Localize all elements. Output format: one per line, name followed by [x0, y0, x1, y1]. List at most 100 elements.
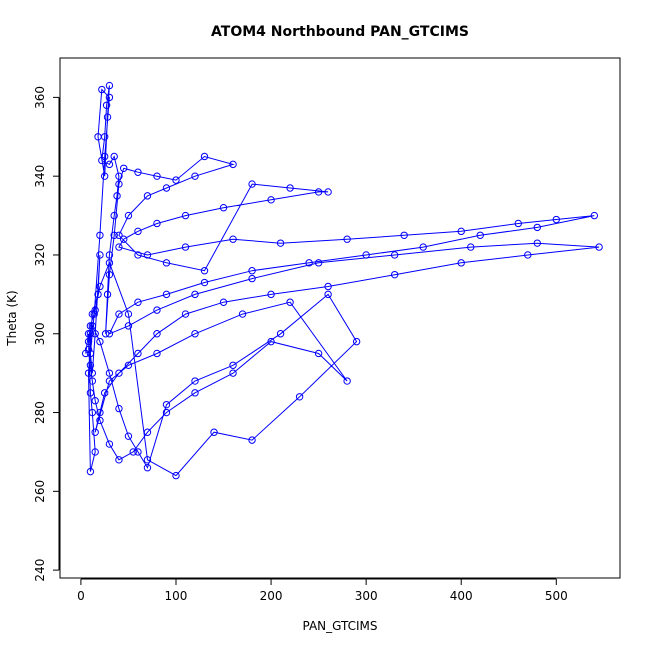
data-point: [314, 349, 323, 358]
data-point: [86, 361, 95, 369]
y-tick-label: 320: [33, 244, 47, 267]
y-tick-label: 240: [33, 559, 47, 582]
data-point: [96, 408, 104, 417]
data-point: [324, 282, 332, 291]
x-tick-label: 0: [77, 589, 85, 603]
data-point: [98, 156, 106, 165]
data-point: [162, 408, 171, 417]
data-point: [143, 428, 152, 436]
data-point: [362, 251, 370, 259]
data-point: [110, 211, 118, 220]
x-tick-label: 100: [165, 589, 188, 603]
data-point: [91, 306, 99, 314]
data-point: [229, 160, 237, 169]
data-point: [113, 192, 121, 200]
data-point: [88, 369, 97, 377]
data-point: [172, 176, 180, 184]
y-tick-label: 300: [33, 322, 47, 345]
data-point: [248, 436, 256, 444]
data-point: [181, 243, 190, 251]
data-point: [103, 113, 112, 121]
data-point: [134, 448, 142, 456]
data-point: [102, 101, 111, 109]
chart-title: ATOM4 Northbound PAN_GTCIMS: [211, 24, 469, 40]
y-tick-label: 340: [33, 165, 47, 188]
data-point: [153, 172, 161, 180]
data-point: [86, 349, 95, 358]
data-point: [120, 235, 128, 243]
x-tick-label: 500: [545, 589, 568, 603]
data-point: [153, 219, 161, 228]
data-point: [134, 227, 142, 236]
data-point: [115, 310, 123, 318]
data-point: [124, 432, 133, 440]
data-point: [390, 270, 399, 279]
data-point: [314, 259, 323, 267]
data-point: [115, 231, 123, 239]
data-point: [96, 251, 104, 259]
data-point: [124, 361, 133, 369]
data-point: [105, 93, 114, 102]
data-point: [115, 369, 123, 377]
x-axis-label: PAN_GTCIMS: [302, 619, 377, 633]
data-point: [153, 306, 161, 314]
data-point: [305, 259, 313, 267]
data-point: [276, 330, 285, 338]
data-point: [88, 322, 97, 330]
data-point: [84, 369, 93, 377]
x-tick-label: 300: [355, 589, 378, 603]
data-point: [595, 243, 603, 251]
data-point: [191, 172, 199, 180]
data-point: [105, 270, 114, 279]
data-point: [248, 267, 256, 275]
data-point: [120, 164, 128, 173]
data-point: [267, 290, 275, 299]
y-tick-label: 260: [33, 480, 47, 503]
data-point: [91, 330, 99, 338]
data-point: [324, 188, 332, 196]
data-point: [110, 231, 118, 239]
data-point: [134, 349, 142, 358]
data-point: [105, 259, 114, 267]
data-point: [110, 152, 118, 161]
data-point: [343, 377, 351, 385]
data-point: [390, 251, 399, 259]
data-point: [352, 337, 361, 346]
data-point: [191, 330, 199, 338]
x-tick-label: 200: [260, 589, 283, 603]
data-point: [91, 448, 99, 456]
data-point: [91, 428, 99, 436]
data-point: [86, 467, 95, 476]
data-point: [143, 456, 152, 464]
data-point: [105, 251, 114, 259]
data-point: [124, 322, 133, 330]
data-point: [84, 337, 93, 346]
data-point: [276, 239, 285, 247]
data-point: [124, 211, 133, 220]
data-point: [229, 235, 237, 243]
data-point: [91, 397, 99, 405]
data-point: [94, 290, 102, 299]
y-tick-label: 360: [33, 86, 47, 109]
data-point: [400, 231, 408, 239]
data-point: [200, 267, 209, 275]
data-point: [172, 471, 180, 480]
data-point: [219, 203, 228, 212]
data-point: [90, 310, 98, 318]
data-point: [96, 231, 104, 239]
data-point: [115, 404, 123, 413]
data-point: [267, 337, 275, 346]
plot-frame: [59, 57, 621, 579]
data-point: [153, 330, 161, 338]
data-point: [86, 389, 95, 397]
data-point: [191, 290, 199, 299]
data-point: [533, 239, 541, 247]
data-point: [210, 428, 218, 436]
data-point: [86, 330, 95, 338]
data-point: [457, 227, 465, 236]
data-point: [286, 298, 294, 306]
data-point: [98, 85, 106, 94]
